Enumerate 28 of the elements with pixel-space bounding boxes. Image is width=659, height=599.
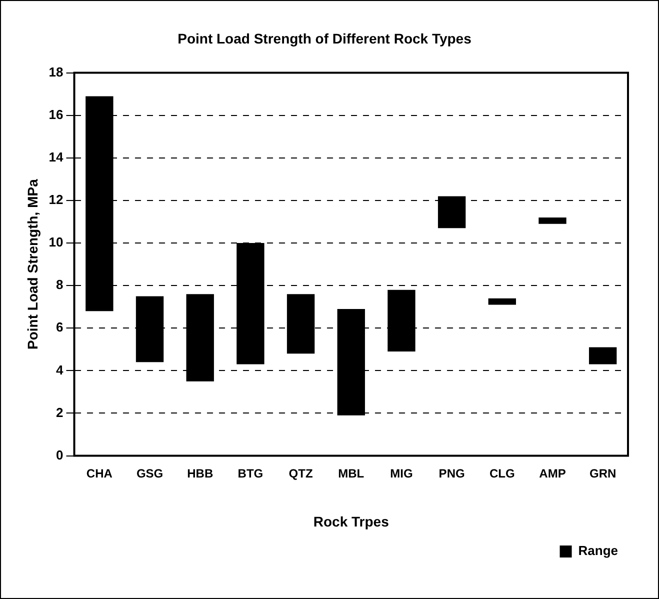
x-tick-label: CLG: [489, 466, 515, 480]
chart-title: Point Load Strength of Different Rock Types: [178, 30, 472, 46]
bar: [588, 347, 617, 364]
x-axis-title: Rock Trpes: [313, 513, 390, 530]
y-tick-label: 2: [56, 404, 64, 420]
y-tick-label: 8: [56, 277, 64, 292]
x-tick-label: PNG: [438, 466, 465, 480]
x-tick-label: QTZ: [288, 466, 313, 480]
y-tick-label: 18: [48, 64, 64, 80]
x-tick-label: MIG: [390, 466, 413, 480]
x-tick-label: MBL: [338, 466, 364, 480]
y-axis-title: Point Load Strength, MPa: [24, 178, 40, 350]
x-tick-label: AMP: [539, 466, 566, 480]
x-tick-label: CHA: [86, 466, 113, 480]
y-tick-label: 6: [56, 320, 64, 335]
x-tick-label: HBB: [187, 466, 214, 480]
bar: [538, 217, 566, 224]
y-tick-label: 14: [48, 149, 64, 164]
legend-label: Range: [578, 543, 618, 558]
x-tick-label: GSG: [136, 466, 164, 480]
y-tick-label: 10: [48, 234, 64, 250]
y-tick-label: 4: [56, 362, 64, 378]
x-tick-label: BTG: [238, 466, 264, 480]
y-tick-label: 16: [48, 106, 64, 122]
bar: [488, 298, 516, 305]
y-tick-label: 12: [48, 192, 64, 208]
y-tick-label: 0: [56, 447, 64, 462]
x-tick-label: GRN: [589, 466, 616, 480]
